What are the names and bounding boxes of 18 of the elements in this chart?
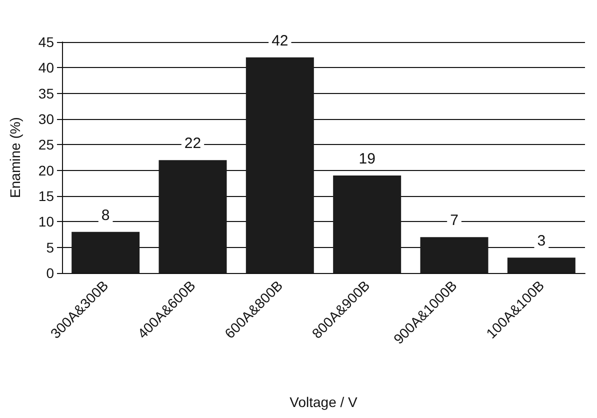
x-axis-title: Voltage / V [290,394,358,410]
data-label: 8 [101,206,110,224]
y-tick-label: 10 [38,214,54,230]
data-label: 22 [184,135,202,152]
y-tick-label: 25 [38,136,54,153]
y-tick-label: 20 [38,162,54,178]
y-axis-title: Enamine (%) [7,117,23,198]
y-tick-label: 15 [38,188,54,204]
y-tick-label: 45 [38,34,54,50]
data-label: 7 [450,212,458,230]
y-tick-label: 35 [38,85,54,102]
y-tick-label: 30 [38,111,54,127]
y-tick-label: 40 [38,60,54,76]
data-label: 42 [272,32,288,50]
data-label: 3 [537,232,546,250]
data-label: 19 [358,150,376,168]
y-tick-label: 5 [46,239,54,256]
y-tick-label: 0 [46,265,54,281]
